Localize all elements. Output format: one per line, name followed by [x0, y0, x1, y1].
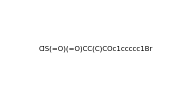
Text: ClS(=O)(=O)CC(C)COc1ccccc1Br: ClS(=O)(=O)CC(C)COc1ccccc1Br [39, 45, 153, 52]
